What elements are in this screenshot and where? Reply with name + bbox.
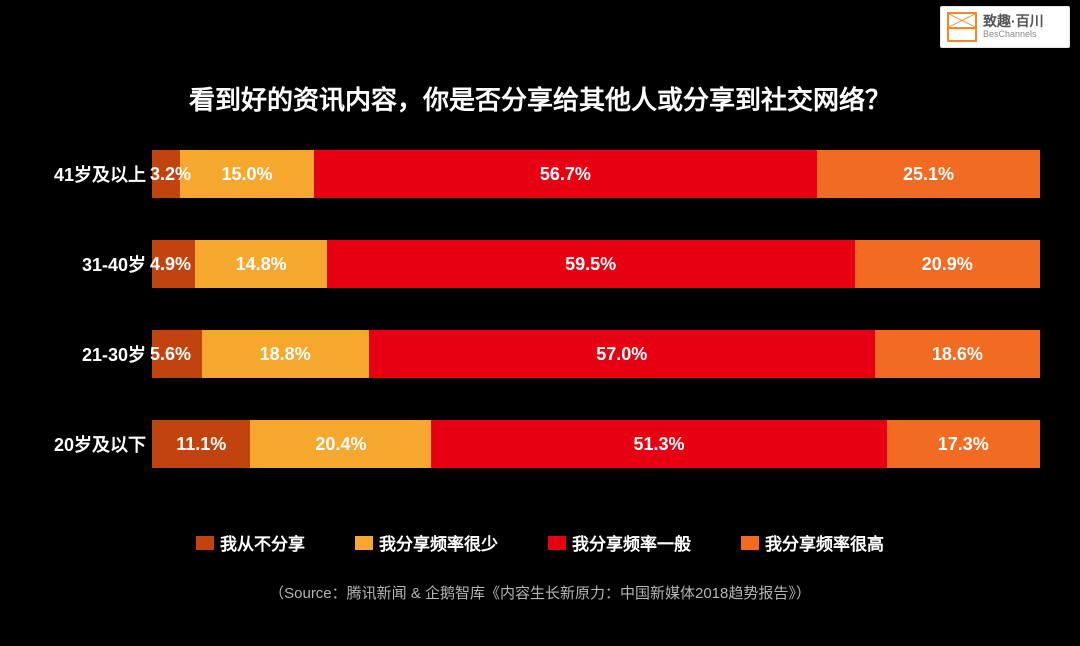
bar-segment: 3.2% [152, 150, 180, 198]
bar-segment-label: 51.3% [633, 434, 684, 455]
bar-segment-label: 4.9% [150, 254, 191, 275]
legend-swatch [548, 536, 566, 550]
stacked-bar: 4.9% 14.8% 59.5% 20.9% [152, 240, 1040, 288]
bar-segment: 14.8% [195, 240, 326, 288]
bar-segment: 18.8% [202, 330, 369, 378]
category-label: 21-30岁 [40, 341, 152, 367]
bar-segment: 57.0% [369, 330, 875, 378]
brand-name-en: BesChannels [983, 30, 1044, 40]
bar-segment: 4.9% [152, 240, 195, 288]
bar-segment-label: 59.5% [565, 254, 616, 275]
legend-label: 我分享频率很少 [379, 530, 498, 555]
bar-segment-label: 14.8% [236, 254, 287, 275]
bar-segment-label: 18.6% [932, 344, 983, 365]
bar-segment-label: 20.4% [315, 434, 366, 455]
chart-slide: { "logo": { "cn": "致趣·百川", "en": "BesCha… [0, 0, 1080, 646]
chart-area: 41岁及以上3.2% 15.0% 56.7% 25.1% 31-40岁4.9% 14.8%… [40, 150, 1040, 510]
legend-label: 我分享频率一般 [572, 530, 691, 555]
brand-logo-text: 致趣·百川 BesChannels [983, 14, 1044, 39]
bar-segment-label: 5.6% [150, 344, 191, 365]
brand-logo: 致趣·百川 BesChannels [940, 6, 1070, 48]
source-caption: （Source：腾讯新闻 & 企鹅智库《内容生长新原力：中国新媒体2018趋势报… [0, 582, 1080, 603]
legend-swatch [355, 536, 373, 550]
chart-row: 31-40岁4.9% 14.8% 59.5% 20.9% [40, 240, 1040, 288]
brand-name-cn: 致趣·百川 [983, 14, 1044, 29]
category-label: 41岁及以上 [40, 161, 152, 187]
bar-segment-label: 56.7% [540, 164, 591, 185]
bar-segment: 59.5% [327, 240, 855, 288]
bar-segment: 11.1% [152, 420, 250, 468]
bar-segment-label: 15.0% [221, 164, 272, 185]
bar-segment: 56.7% [314, 150, 817, 198]
stacked-bar: 3.2% 15.0% 56.7% 25.1% [152, 150, 1040, 198]
stacked-bar: 5.6% 18.8% 57.0% 18.6% [152, 330, 1040, 378]
legend-swatch [741, 536, 759, 550]
category-label: 20岁及以下 [40, 431, 152, 457]
legend: 我从不分享 我分享频率很少 我分享频率一般 我分享频率很高 [0, 530, 1080, 555]
stacked-bar: 11.1% 20.4% 51.3% 17.3% [152, 420, 1040, 468]
chart-row: 41岁及以上3.2% 15.0% 56.7% 25.1% [40, 150, 1040, 198]
chart-title: 看到好的资讯内容，你是否分享给其他人或分享到社交网络？ [0, 80, 1080, 117]
chart-row: 20岁及以下 11.1% 20.4% 51.3% 17.3% [40, 420, 1040, 468]
bar-segment-label: 3.2% [150, 164, 191, 185]
bar-segment-label: 18.8% [260, 344, 311, 365]
legend-swatch [196, 536, 214, 550]
category-label: 31-40岁 [40, 251, 152, 277]
bar-segment-label: 11.1% [176, 434, 226, 455]
bar-segment: 20.4% [250, 420, 431, 468]
brand-logo-icon [947, 12, 977, 42]
bar-segment-label: 20.9% [922, 254, 973, 275]
bar-segment: 18.6% [875, 330, 1040, 378]
legend-label: 我从不分享 [220, 530, 305, 555]
legend-label: 我分享频率很高 [765, 530, 884, 555]
bar-segment: 5.6% [152, 330, 202, 378]
bar-segment: 51.3% [431, 420, 886, 468]
legend-item: 我分享频率一般 [548, 530, 691, 555]
legend-item: 我分享频率很少 [355, 530, 498, 555]
chart-row: 21-30岁5.6% 18.8% 57.0% 18.6% [40, 330, 1040, 378]
bar-segment-label: 17.3% [938, 434, 989, 455]
bar-segment-label: 25.1% [903, 164, 954, 185]
legend-item: 我从不分享 [196, 530, 305, 555]
bar-segment: 20.9% [855, 240, 1040, 288]
bar-segment: 15.0% [180, 150, 313, 198]
legend-item: 我分享频率很高 [741, 530, 884, 555]
bar-segment-label: 57.0% [596, 344, 647, 365]
bar-segment: 17.3% [887, 420, 1040, 468]
bar-segment: 25.1% [817, 150, 1040, 198]
